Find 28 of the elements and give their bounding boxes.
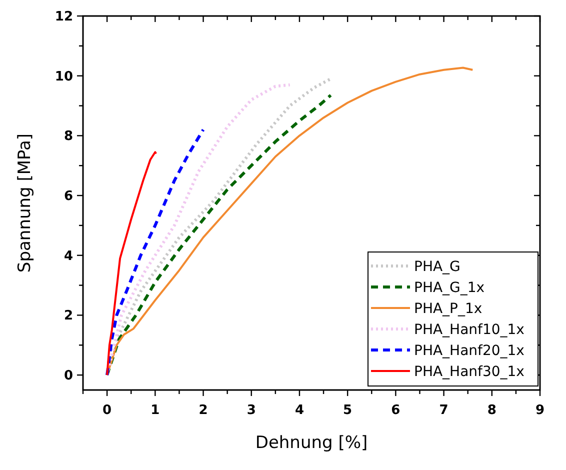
legend-label: PHA_P_1x	[414, 301, 482, 317]
x-axis-title: Dehnung [%]	[255, 433, 368, 453]
y-tick-label: 2	[64, 308, 73, 324]
y-tick-label: 8	[64, 129, 73, 144]
y-tick-label: 12	[54, 10, 73, 24]
line-series	[106, 151, 158, 376]
x-tick-label: 4	[294, 403, 304, 418]
legend-label: PHA_Hanf10_1x	[414, 322, 524, 338]
x-tick-label: 1	[150, 403, 160, 418]
x-tick-label: 2	[198, 403, 208, 418]
y-tick-label: 4	[64, 248, 73, 264]
line-series	[106, 128, 205, 377]
y-tick-label: 10	[54, 69, 73, 84]
x-tick-label: 3	[246, 403, 256, 418]
x-tick-label: 0	[102, 403, 112, 418]
y-axis-title: Spannung [MPa]	[15, 133, 35, 273]
y-tick-label: 6	[64, 189, 73, 204]
x-tick-label: 5	[343, 403, 352, 418]
y-tick-label: 0	[64, 368, 73, 384]
line-series	[106, 83, 292, 377]
legend-label: PHA_Hanf30_1x	[414, 364, 524, 380]
x-tick-label: 7	[439, 403, 448, 418]
legend-label: PHA_Hanf20_1x	[414, 343, 524, 359]
x-tick-label: 9	[535, 403, 545, 418]
legend-label: PHA_G	[414, 259, 460, 275]
x-tick-label: 8	[487, 403, 496, 418]
x-tick-label: 6	[391, 403, 400, 418]
legend-label: PHA_G_1x	[414, 280, 485, 296]
